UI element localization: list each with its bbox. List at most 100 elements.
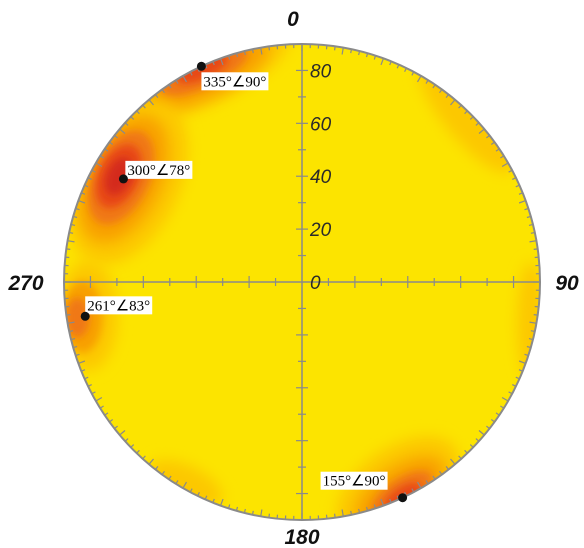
rim-tick: [227, 55, 231, 60]
rim-tick: [450, 458, 456, 465]
rim-tick: [533, 314, 538, 316]
pole-label: 261°∠83°: [87, 298, 150, 314]
rim-tick: [425, 79, 429, 84]
rim-tick: [148, 458, 154, 465]
pole-marker: 300°∠78°: [118, 160, 193, 184]
rim-tick: [114, 135, 118, 139]
rim-tick: [464, 110, 468, 115]
rim-tick: [95, 162, 103, 168]
rim-tick: [95, 396, 103, 402]
rim-tick: [75, 353, 80, 357]
rim-tick: [500, 405, 505, 409]
rim-tick: [91, 391, 96, 395]
rim-tick: [87, 177, 92, 180]
rim-tick: [109, 141, 114, 145]
rim-tick: [212, 498, 215, 503]
radial-tick-label: 40: [310, 167, 332, 188]
rim-tick: [197, 492, 200, 497]
rim-tick: [416, 481, 422, 489]
rim-tick: [380, 58, 384, 66]
compass-labels: 0 90 180 270: [7, 8, 579, 548]
rim-tick: [168, 475, 172, 480]
rim-tick: [425, 480, 429, 485]
pole-label: 155°∠90°: [323, 474, 386, 490]
rim-tick: [500, 155, 505, 159]
rim-tick: [518, 200, 526, 204]
rim-tick: [189, 488, 193, 493]
rim-tick: [251, 510, 254, 515]
rim-tick: [227, 504, 231, 509]
rim-tick: [350, 49, 353, 54]
radial-tick-label: 0: [310, 273, 321, 294]
rim-tick: [439, 470, 443, 475]
rim-tick: [220, 58, 224, 66]
rim-tick: [530, 330, 535, 333]
pole-marker: 155°∠90°: [320, 471, 408, 503]
rim-tick: [486, 135, 490, 139]
rim-tick: [78, 360, 86, 364]
rim-tick: [512, 384, 517, 387]
rim-tick: [495, 412, 500, 416]
pole-label: 335°∠90°: [203, 74, 266, 90]
rim-tick: [66, 314, 71, 316]
contour-plot: [64, 44, 540, 520]
rim-tick: [109, 419, 114, 423]
rim-tick: [404, 67, 407, 72]
rim-tick: [75, 207, 80, 211]
pole-point: [80, 311, 90, 321]
rim-tick: [70, 223, 76, 226]
rim-tick: [161, 470, 165, 475]
rim-tick: [495, 148, 500, 152]
rim-tick: [243, 508, 246, 514]
rim-tick: [490, 141, 495, 145]
rim-tick: [350, 510, 353, 515]
rim-tick: [528, 338, 534, 341]
pole-point: [118, 174, 128, 184]
rim-tick: [104, 148, 109, 152]
rim-tick: [99, 405, 104, 409]
rim-tick: [518, 360, 526, 364]
radial-tick-labels: 0 20 40 60 80: [309, 61, 332, 294]
rim-tick: [469, 444, 474, 448]
rim-tick: [365, 506, 369, 511]
rim-tick: [411, 71, 415, 76]
rim-tick: [373, 504, 377, 509]
rim-tick: [445, 94, 449, 98]
rim-tick: [458, 104, 462, 109]
rim-tick: [69, 231, 74, 234]
rim-tick: [341, 47, 344, 55]
rim-tick: [450, 99, 456, 106]
rim-tick: [524, 207, 529, 211]
rim-tick: [432, 84, 436, 89]
pole-label-box: [125, 160, 193, 179]
rim-tick: [70, 338, 76, 341]
rim-tick: [475, 122, 480, 126]
rim-tick: [130, 116, 135, 120]
rim-tick: [365, 53, 369, 58]
rim-tick: [155, 94, 159, 98]
rim-tick: [91, 169, 96, 173]
rim-tick: [501, 162, 509, 168]
rim-tick: [67, 321, 75, 324]
rim-tick: [136, 449, 140, 454]
rim-tick: [478, 430, 485, 436]
rim-tick: [464, 449, 468, 454]
axes: [64, 44, 540, 520]
rim-tick: [268, 46, 270, 51]
rim-tick: [512, 177, 517, 180]
rim-tick: [189, 71, 193, 76]
rim-tick: [99, 155, 104, 159]
rim-tick: [161, 89, 165, 94]
rim-tick: [212, 61, 215, 66]
rim-tick: [478, 128, 485, 134]
rim-tick: [526, 345, 531, 349]
rim-tick: [445, 466, 449, 470]
rim-tick: [389, 498, 392, 503]
rim-tick: [530, 231, 535, 234]
pole-label: 300°∠78°: [127, 163, 190, 179]
rim-tick: [533, 248, 538, 250]
rim-tick: [119, 128, 126, 134]
rim-tick: [380, 498, 384, 506]
radial-tick-label: 60: [310, 114, 332, 135]
rim-tick: [78, 200, 86, 204]
